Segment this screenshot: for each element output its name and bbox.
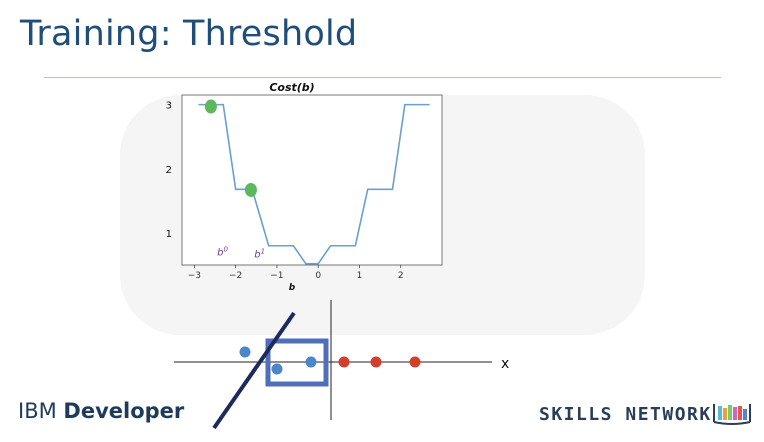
threshold-diagram-svg: x — [174, 300, 509, 430]
x-axis-label: b — [289, 283, 296, 293]
blue-point-2 — [271, 363, 283, 375]
x-tick-label: −2 — [229, 271, 242, 281]
blue-point-3 — [305, 356, 317, 368]
red-point-2 — [370, 356, 382, 368]
slide-title: Training: Threshold — [20, 14, 358, 54]
x-tick-label: 1 — [357, 271, 363, 281]
y-tick-label: 3 — [166, 101, 172, 112]
annotation-b0: b0 — [217, 245, 228, 258]
annotation-b1: b1 — [254, 247, 265, 260]
cost-chart: Cost(b) −3 −2 −1 0 1 2 1 2 3 b b0 b1 — [160, 80, 450, 295]
x-tick-label: −3 — [188, 271, 201, 281]
cost-line — [198, 103, 430, 265]
developer-label: Developer — [63, 399, 185, 423]
cost-chart-svg: Cost(b) −3 −2 −1 0 1 2 1 2 3 b b0 b1 — [166, 81, 443, 293]
x-tick-label: 2 — [398, 271, 404, 281]
blue-point-1 — [239, 346, 251, 358]
marker-b0 — [204, 99, 217, 114]
y-tick-label: 2 — [166, 165, 172, 176]
red-point-3 — [409, 356, 421, 368]
title-divider — [44, 77, 721, 78]
chart-title: Cost(b) — [269, 81, 314, 94]
x-tick-label: 0 — [315, 271, 321, 281]
books-icon — [713, 404, 751, 425]
threshold-box — [265, 338, 329, 387]
x-tick-label: −1 — [270, 271, 283, 281]
marker-b1 — [244, 182, 257, 197]
ibm-label: IBM — [18, 399, 64, 423]
x-axis-label: x — [501, 356, 509, 372]
y-tick-label: 1 — [166, 229, 172, 240]
red-point-1 — [338, 356, 350, 368]
decision-line — [212, 311, 296, 430]
ibm-developer-logo: IBM Developer — [18, 399, 184, 423]
skills-network-label: SKILLS NETWORK — [539, 404, 712, 425]
threshold-diagram: x — [160, 300, 530, 437]
